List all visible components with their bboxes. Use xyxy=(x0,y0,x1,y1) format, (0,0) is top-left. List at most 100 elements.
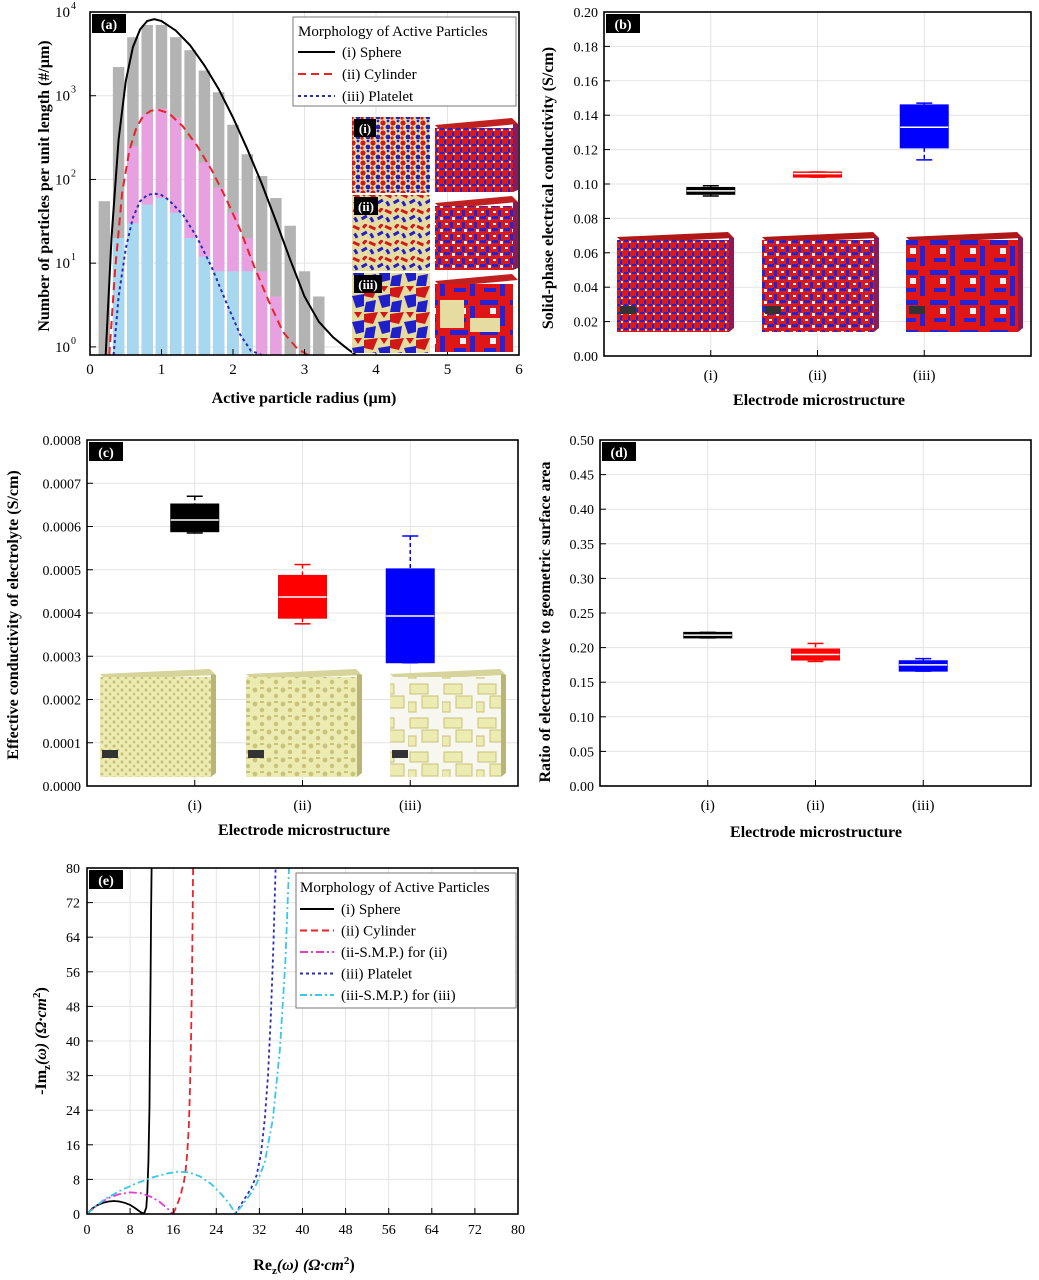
panel-b-boxes xyxy=(686,102,949,197)
curve-cylinder xyxy=(108,108,309,356)
bar-sphere xyxy=(284,225,296,355)
panel-b-ticks: 0.00 0.02 0.04 0.06 0.08 0.10 0.12 0.14 0.16 0.18… xyxy=(574,6,936,384)
cube-b-platelet xyxy=(906,232,1023,332)
y-tick-exponent: 4 xyxy=(71,1,76,12)
y-tick-label: 8 xyxy=(73,1173,80,1188)
bar-sphere xyxy=(298,271,311,355)
bar-platelet xyxy=(112,237,125,355)
curve-series-0 xyxy=(87,868,153,1214)
panel-b-cubes xyxy=(617,232,1023,332)
panel-d-grid xyxy=(600,439,1031,787)
x-tick-label: 3 xyxy=(301,362,309,378)
x-tick-label: 8 xyxy=(127,1223,134,1238)
x-tick-label: 0 xyxy=(86,362,94,378)
x-tick-label: (iii) xyxy=(912,798,935,814)
legend-entry: (iii) Platelet xyxy=(341,967,413,983)
panel-d-label: (d) xyxy=(610,446,627,461)
panel-a-label-box xyxy=(92,14,126,33)
box-iii xyxy=(899,102,949,161)
panel-d-xlabel: Electrode microstructure xyxy=(730,824,902,841)
panel-d-ticks: 0.00 0.05 0.10 0.15 0.20 0.25 0.30 0.35 0.40 0.45… xyxy=(570,434,935,814)
panel-e-legend: Morphology of Active Particles (i) Spher… xyxy=(295,872,517,1009)
panel-e-ylabel: -Imz(ω) (Ω·cm2) xyxy=(31,987,53,1095)
y-tick-label: 64 xyxy=(66,931,80,946)
cube-b-sphere xyxy=(617,232,734,332)
y-tick-label: 56 xyxy=(66,966,80,981)
inset-label-ii: (ii) xyxy=(358,199,374,214)
x-tick-label: (i) xyxy=(701,798,715,814)
x-tick-label: (i) xyxy=(704,368,718,384)
y-tick-label: 10 xyxy=(55,340,70,356)
y-tick-label: 0.0007 xyxy=(43,477,82,492)
panel-a-curves xyxy=(104,18,357,356)
y-tick-label: 0.06 xyxy=(574,247,599,262)
panel-c-xlabel: Electrode microstructure xyxy=(218,822,390,839)
panel-a-bars xyxy=(98,24,325,356)
panel-c: 0.0000 0.0001 0.0002 0.0003 0.0004 0.0005 0.00… xyxy=(5,434,519,839)
box-iii xyxy=(385,535,435,664)
y-tick-label: 0.0003 xyxy=(43,650,82,665)
panel-b: 0.00 0.02 0.04 0.06 0.08 0.10 0.12 0.14 0.16 0.18… xyxy=(540,6,1032,409)
y-tick-exponent: 1 xyxy=(71,252,76,263)
box-ii xyxy=(278,563,327,625)
inset-label-iii: (iii) xyxy=(358,277,378,292)
y-tick-label: 10 xyxy=(55,172,70,188)
bar-platelet xyxy=(212,271,225,355)
curve-series-4 xyxy=(87,868,290,1214)
y-tick-label: 0.14 xyxy=(574,109,599,124)
x-tick-label: 72 xyxy=(468,1223,482,1238)
legend-entry: (i) Sphere xyxy=(341,902,401,918)
x-tick-label: (ii) xyxy=(806,798,824,814)
y-tick-label: 0.45 xyxy=(570,469,595,484)
y-tick-label: 0.0000 xyxy=(43,780,82,795)
y-tick-label: 0 xyxy=(73,1208,80,1223)
y-tick-label: 16 xyxy=(66,1139,80,1154)
box-body xyxy=(899,104,949,149)
y-tick-exponent: 3 xyxy=(71,85,76,96)
panel-b-xlabel: Electrode microstructure xyxy=(733,392,905,409)
y-tick-label: 0.08 xyxy=(574,212,599,227)
x-tick-label: (iii) xyxy=(913,368,936,384)
y-tick-label: 48 xyxy=(66,1000,80,1015)
panel-d-ylabel: Ratio of electroactive to geometric surf… xyxy=(537,461,554,782)
legend-entry: (ii-S.M.P.) for (ii) xyxy=(341,945,447,961)
y-tick-label: 0.02 xyxy=(574,316,599,331)
y-tick-label: 80 xyxy=(66,862,80,877)
box-iii xyxy=(898,657,948,672)
y-tick-label: 0.00 xyxy=(574,350,599,365)
box-i xyxy=(683,631,733,639)
box-body xyxy=(898,660,948,672)
bar-platelet xyxy=(241,271,254,355)
panel-d: 0.00 0.05 0.10 0.15 0.20 0.25 0.30 0.35 0.40 0.45… xyxy=(537,434,1032,841)
y-tick-label: 32 xyxy=(66,1070,80,1085)
panel-d-boxes xyxy=(683,631,948,672)
x-tick-label: 56 xyxy=(382,1223,396,1238)
x-tick-label: 2 xyxy=(229,362,237,378)
y-tick-label: 0.35 xyxy=(570,538,595,553)
box-i xyxy=(170,495,220,534)
y-tick-label: 0.10 xyxy=(570,711,595,726)
y-tick-label: 0.16 xyxy=(574,75,599,90)
y-tick-label: 24 xyxy=(66,1104,80,1119)
y-tick-label: 0.0005 xyxy=(43,564,82,579)
panel-c-cubes xyxy=(100,669,506,777)
panel-e-xlabel: Rez(ω) (Ω·cm2) xyxy=(253,1255,354,1277)
x-tick-label: 6 xyxy=(515,362,523,378)
bar-platelet xyxy=(155,198,168,355)
y-tick-label: 0.05 xyxy=(570,745,595,760)
panel-e: 0 8 16 24 32 40 48 56 64 72 80 0 8 16 24 32 40 48 56 64 72 80… xyxy=(31,862,525,1277)
bar-platelet xyxy=(227,271,239,355)
bar-sphere xyxy=(112,67,125,356)
x-tick-label: 32 xyxy=(252,1223,266,1238)
panel-a-ylabel: Number of particles per unit length (#/µ… xyxy=(36,40,53,331)
legend-entry-sphere: (i) Sphere xyxy=(342,45,402,61)
bar-platelet xyxy=(184,237,196,355)
panel-e-label: (e) xyxy=(98,874,114,889)
curve-series-2 xyxy=(87,1191,174,1214)
y-tick-label: 0.10 xyxy=(574,178,599,193)
curve-series-1 xyxy=(172,868,194,1214)
y-tick-label: 10 xyxy=(55,256,70,272)
y-tick-label: 10 xyxy=(55,89,70,105)
